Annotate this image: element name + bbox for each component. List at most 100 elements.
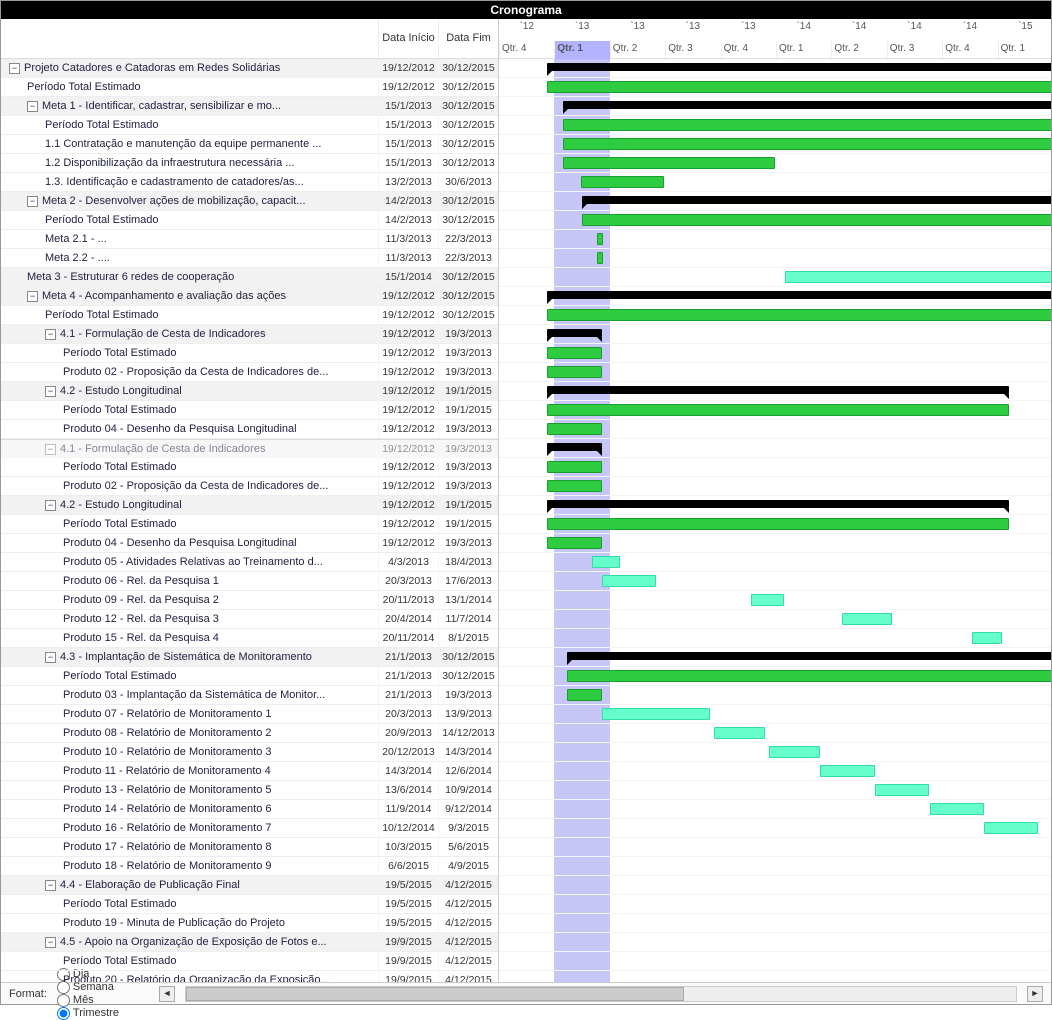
task-row[interactable]: Produto 06 - Rel. da Pesquisa 120/3/2013… bbox=[1, 572, 498, 591]
gantt-bar[interactable] bbox=[842, 613, 892, 625]
task-row[interactable]: Produto 14 - Relatório de Monitoramento … bbox=[1, 800, 498, 819]
gantt-bar[interactable] bbox=[567, 652, 1051, 660]
task-row[interactable]: Produto 09 - Rel. da Pesquisa 220/11/201… bbox=[1, 591, 498, 610]
gantt-bar[interactable] bbox=[547, 81, 1051, 93]
gantt-bar[interactable] bbox=[592, 556, 619, 568]
task-row[interactable]: Período Total Estimado19/12/201230/12/20… bbox=[1, 78, 498, 97]
gantt-bar[interactable] bbox=[820, 765, 875, 777]
expand-toggle[interactable]: − bbox=[45, 937, 56, 948]
task-row[interactable]: Produto 03 - Implantação da Sistemática … bbox=[1, 686, 498, 705]
gantt-bar[interactable] bbox=[547, 386, 1009, 394]
timeline-qtr[interactable]: Qtr. 1 bbox=[776, 41, 831, 61]
expand-toggle[interactable]: − bbox=[27, 101, 38, 112]
format-radio[interactable] bbox=[57, 981, 70, 994]
timeline-qtr[interactable]: Qtr. 4 bbox=[721, 41, 776, 61]
expand-toggle[interactable]: − bbox=[45, 386, 56, 397]
expand-toggle[interactable]: − bbox=[45, 880, 56, 891]
gantt-bar[interactable] bbox=[597, 233, 604, 245]
gantt-bar[interactable] bbox=[602, 575, 656, 587]
gantt-bar[interactable] bbox=[547, 329, 602, 337]
task-row[interactable]: Produto 11 - Relatório de Monitoramento … bbox=[1, 762, 498, 781]
gantt-bar[interactable] bbox=[547, 347, 602, 359]
timeline-qtr[interactable]: Qtr. 1 bbox=[998, 41, 1051, 61]
task-row[interactable]: Produto 19 - Minuta de Publicação do Pro… bbox=[1, 914, 498, 933]
task-row[interactable]: Produto 17 - Relatório de Monitoramento … bbox=[1, 838, 498, 857]
gantt-bar[interactable] bbox=[547, 423, 602, 435]
gantt-bar[interactable] bbox=[602, 708, 709, 720]
gantt-bar[interactable] bbox=[581, 176, 664, 188]
format-radio[interactable] bbox=[57, 1007, 70, 1020]
timeline-qtr[interactable]: Qtr. 2 bbox=[610, 41, 665, 61]
gantt-bar[interactable] bbox=[547, 404, 1009, 416]
task-row[interactable]: Período Total Estimado19/12/201219/1/201… bbox=[1, 515, 498, 534]
gantt-bar[interactable] bbox=[547, 500, 1009, 508]
task-row[interactable]: −Meta 4 - Acompanhamento e avaliação das… bbox=[1, 287, 498, 306]
task-row[interactable]: −4.1 - Formulação de Cesta de Indicadore… bbox=[1, 325, 498, 344]
timeline-qtr[interactable]: Qtr. 2 bbox=[831, 41, 886, 61]
task-row[interactable]: Produto 05 - Atividades Relativas ao Tre… bbox=[1, 553, 498, 572]
col-end-header[interactable]: Data Fim bbox=[438, 19, 498, 58]
task-row[interactable]: Produto 04 - Desenho da Pesquisa Longitu… bbox=[1, 534, 498, 553]
task-row[interactable]: Produto 02 - Proposição da Cesta de Indi… bbox=[1, 477, 498, 496]
expand-toggle[interactable]: − bbox=[45, 500, 56, 511]
task-row[interactable]: Período Total Estimado19/5/20154/12/2015 bbox=[1, 895, 498, 914]
gantt-bar[interactable] bbox=[547, 291, 1051, 299]
gantt-bar[interactable] bbox=[563, 138, 1051, 150]
expand-toggle[interactable]: − bbox=[45, 329, 56, 340]
task-row[interactable]: Meta 2.2 - ....11/3/201322/3/2013 bbox=[1, 249, 498, 268]
format-option[interactable]: Trimestre bbox=[57, 1007, 119, 1020]
task-row[interactable]: Período Total Estimado19/12/201219/1/201… bbox=[1, 401, 498, 420]
task-row[interactable]: −4.4 - Elaboração de Publicação Final19/… bbox=[1, 876, 498, 895]
expand-toggle[interactable]: − bbox=[27, 196, 38, 207]
task-row[interactable]: −4.1 - Formulação de Cesta de Indicadore… bbox=[1, 439, 498, 458]
task-row[interactable]: Produto 13 - Relatório de Monitoramento … bbox=[1, 781, 498, 800]
task-row[interactable]: 1.3. Identificação e cadastramento de ca… bbox=[1, 173, 498, 192]
task-row[interactable]: Período Total Estimado19/9/20154/12/2015 bbox=[1, 952, 498, 971]
task-row[interactable]: −4.5 - Apoio na Organização de Exposição… bbox=[1, 933, 498, 952]
timeline-qtr[interactable]: Qtr. 1 bbox=[554, 41, 609, 61]
gantt-bar[interactable] bbox=[563, 119, 1051, 131]
gantt-bar[interactable] bbox=[582, 214, 1052, 226]
gantt-bar[interactable] bbox=[875, 784, 929, 796]
task-row[interactable]: Produto 04 - Desenho da Pesquisa Longitu… bbox=[1, 420, 498, 439]
task-row[interactable]: Produto 16 - Relatório de Monitoramento … bbox=[1, 819, 498, 838]
task-row[interactable]: Produto 02 - Proposição da Cesta de Indi… bbox=[1, 363, 498, 382]
gantt-bar[interactable] bbox=[547, 537, 602, 549]
gantt-bar[interactable] bbox=[714, 727, 766, 739]
task-row[interactable]: Produto 07 - Relatório de Monitoramento … bbox=[1, 705, 498, 724]
gantt-bar[interactable] bbox=[785, 271, 1051, 283]
hscroll-thumb[interactable] bbox=[186, 987, 684, 1001]
task-row[interactable]: Produto 08 - Relatório de Monitoramento … bbox=[1, 724, 498, 743]
hscroll-right[interactable]: ► bbox=[1027, 986, 1043, 1002]
task-row[interactable]: Período Total Estimado14/2/201330/12/201… bbox=[1, 211, 498, 230]
timeline-qtr[interactable]: Qtr. 3 bbox=[665, 41, 720, 61]
expand-toggle[interactable]: − bbox=[45, 444, 56, 455]
gantt-bar[interactable] bbox=[547, 443, 602, 451]
task-row[interactable]: −Meta 1 - Identificar, cadastrar, sensib… bbox=[1, 97, 498, 116]
gantt-bar[interactable] bbox=[567, 670, 1051, 682]
task-row[interactable]: −Projeto Catadores e Catadoras em Redes … bbox=[1, 59, 498, 78]
gantt-bar[interactable] bbox=[547, 480, 602, 492]
gantt-bar[interactable] bbox=[563, 101, 1051, 109]
gantt-bar[interactable] bbox=[547, 366, 602, 378]
gantt-bar[interactable] bbox=[751, 594, 784, 606]
gantt-bar[interactable] bbox=[547, 309, 1051, 321]
task-row[interactable]: −4.2 - Estudo Longitudinal19/12/201219/1… bbox=[1, 496, 498, 515]
task-row[interactable]: Produto 10 - Relatório de Monitoramento … bbox=[1, 743, 498, 762]
gantt-bar[interactable] bbox=[930, 803, 984, 815]
task-row[interactable]: Período Total Estimado19/12/201219/3/201… bbox=[1, 458, 498, 477]
gantt-bar[interactable] bbox=[972, 632, 1002, 644]
task-row[interactable]: Meta 3 - Estruturar 6 redes de cooperaçã… bbox=[1, 268, 498, 287]
timeline-qtr[interactable]: Qtr. 4 bbox=[499, 41, 554, 61]
gantt-bar[interactable] bbox=[984, 822, 1038, 834]
hscroll[interactable] bbox=[185, 986, 1017, 1002]
task-row[interactable]: Produto 18 - Relatório de Monitoramento … bbox=[1, 857, 498, 876]
task-row[interactable]: Produto 15 - Rel. da Pesquisa 420/11/201… bbox=[1, 629, 498, 648]
task-row[interactable]: Período Total Estimado21/1/201330/12/201… bbox=[1, 667, 498, 686]
task-row[interactable]: Período Total Estimado15/1/201330/12/201… bbox=[1, 116, 498, 135]
timeline-qtr[interactable]: Qtr. 3 bbox=[887, 41, 942, 61]
task-row[interactable]: −4.3 - Implantação de Sistemática de Mon… bbox=[1, 648, 498, 667]
task-row[interactable]: Período Total Estimado19/12/201230/12/20… bbox=[1, 306, 498, 325]
expand-toggle[interactable]: − bbox=[9, 63, 20, 74]
gantt-bar[interactable] bbox=[567, 689, 602, 701]
